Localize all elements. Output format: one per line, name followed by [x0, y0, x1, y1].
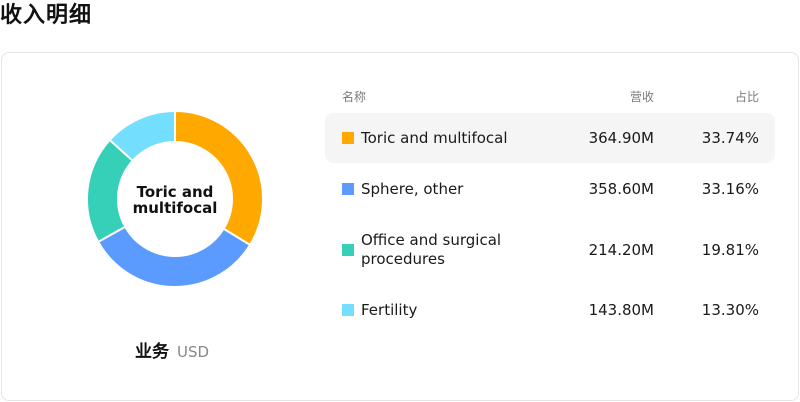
- revenue-card: [1, 52, 799, 401]
- donut-slice-3[interactable]: [108, 109, 176, 163]
- legend-row-name-line: Office and surgical: [361, 231, 502, 249]
- legend-row[interactable]: Sphere, other 358.60M 33.16%: [325, 164, 775, 214]
- legend-swatch: [342, 132, 354, 144]
- legend-swatch: [342, 183, 354, 195]
- legend-row-share: 13.30%: [701, 301, 759, 319]
- legend-row-name: Sphere, other: [361, 180, 463, 199]
- legend-row-name: Fertility: [361, 301, 417, 320]
- donut-chart[interactable]: [86, 109, 270, 290]
- column-header-revenue: 营收: [629, 90, 654, 104]
- legend-row-name-line: Toric and multifocal: [361, 129, 508, 147]
- legend-row[interactable]: Toric and multifocal 364.90M 33.74%: [325, 113, 775, 163]
- legend-row-revenue: 364.90M: [588, 129, 654, 147]
- legend-row[interactable]: Office and surgical procedures 214.20M 19.8…: [325, 225, 775, 275]
- donut-center-label-line-2: multifocal: [132, 199, 218, 217]
- legend-row-name-line: procedures: [361, 250, 445, 268]
- legend-row-share: 19.81%: [701, 241, 759, 259]
- legend-row-name-line: Fertility: [361, 301, 418, 319]
- donut-center-label: Toric and multifocal: [115, 184, 235, 216]
- footer-currency-unit: USD: [177, 343, 210, 361]
- donut-center-label-line-1: Toric and: [136, 183, 214, 201]
- legend-row-name-line: Sphere, other: [361, 180, 464, 198]
- legend-row-revenue: 214.20M: [588, 241, 654, 259]
- footer-category-name: 业务: [135, 342, 169, 362]
- legend-row-name: Office and surgical procedures: [361, 231, 501, 269]
- legend-row-name: Toric and multifocal: [361, 129, 508, 148]
- legend-row-share: 33.16%: [701, 180, 759, 198]
- legend-row-share: 33.74%: [701, 129, 759, 147]
- legend-row[interactable]: Fertility 143.80M 13.30%: [325, 285, 775, 335]
- legend-row-revenue: 358.60M: [588, 180, 654, 198]
- chart-footer: 业务 USD: [135, 337, 209, 362]
- donut-slice-0[interactable]: [174, 109, 264, 247]
- table-header: 名称 营收 占比: [325, 86, 775, 106]
- donut-slice-1[interactable]: [96, 225, 252, 288]
- column-header-name: 名称: [342, 90, 367, 104]
- page-title: 收入明细: [0, 3, 93, 28]
- legend-row-revenue: 143.80M: [588, 301, 654, 319]
- legend-swatch: [342, 244, 354, 256]
- legend-swatch: [342, 304, 354, 316]
- column-header-share: 占比: [734, 90, 759, 104]
